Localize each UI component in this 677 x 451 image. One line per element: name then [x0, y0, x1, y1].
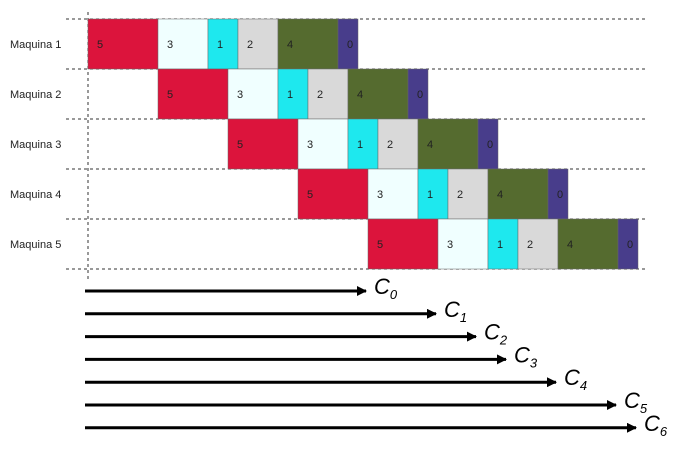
job-label: 3 [377, 189, 383, 201]
job-block [517, 218, 559, 270]
completion-index: 1 [460, 310, 467, 325]
completion-letter: C [564, 365, 580, 390]
job-label: 4 [427, 139, 433, 151]
job-label: 2 [387, 139, 393, 151]
job-block [297, 118, 349, 170]
completion-label: C3 [514, 342, 538, 371]
machine-label: Maquina 1 [10, 39, 61, 51]
job-label: 0 [627, 239, 633, 251]
completion-label: C2 [484, 319, 508, 348]
job-label: 0 [557, 189, 563, 201]
job-block [617, 218, 639, 270]
completion-index: 3 [530, 356, 538, 371]
job-block [417, 118, 479, 170]
completion-label: C4 [564, 365, 587, 394]
completion-index: 2 [499, 333, 508, 348]
job-label: 2 [317, 89, 323, 101]
job-label: 1 [357, 139, 363, 151]
job-label: 5 [167, 89, 173, 101]
job-label: 5 [307, 189, 313, 201]
job-label: 2 [457, 189, 463, 201]
machine-label: Maquina 2 [10, 89, 61, 101]
job-block [87, 18, 159, 70]
job-block [237, 18, 279, 70]
job-block [437, 218, 489, 270]
job-label: 3 [447, 239, 453, 251]
completion-index: 4 [580, 379, 587, 394]
job-block [367, 168, 419, 220]
job-block [367, 218, 439, 270]
completion-letter: C [374, 274, 390, 299]
completion-letter: C [484, 319, 500, 344]
job-label: 0 [417, 89, 423, 101]
job-label: 4 [567, 239, 573, 251]
job-label: 0 [487, 139, 493, 151]
completion-label: C1 [444, 297, 467, 326]
job-label: 1 [497, 239, 503, 251]
machine-label: Maquina 5 [10, 239, 61, 251]
job-label: 4 [357, 89, 363, 101]
job-label: 1 [217, 39, 223, 51]
job-block [447, 168, 489, 220]
job-block [347, 68, 409, 120]
job-block [557, 218, 619, 270]
job-block [377, 118, 419, 170]
completion-label: C0 [374, 274, 398, 303]
machine-label: Maquina 3 [10, 139, 61, 151]
job-block [227, 118, 299, 170]
job-label: 1 [427, 189, 433, 201]
job-label: 5 [237, 139, 243, 151]
completion-index: 6 [660, 424, 668, 439]
job-block [487, 168, 549, 220]
completion-letter: C [444, 297, 460, 322]
completion-letter: C [644, 411, 660, 436]
completion-index: 5 [640, 401, 648, 416]
job-block [157, 18, 209, 70]
completion-label: C5 [624, 388, 648, 417]
job-label: 4 [497, 189, 503, 201]
job-label: 5 [97, 39, 103, 51]
completion-letter: C [624, 388, 640, 413]
job-label: 0 [347, 39, 353, 51]
job-label: 2 [527, 239, 533, 251]
completion-letter: C [514, 342, 530, 367]
machine-label: Maquina 4 [10, 189, 61, 201]
job-block [227, 68, 279, 120]
job-block [297, 168, 369, 220]
job-label: 3 [237, 89, 243, 101]
job-block [277, 18, 339, 70]
job-block [307, 68, 349, 120]
job-label: 3 [307, 139, 313, 151]
job-block [417, 168, 449, 220]
job-label: 1 [287, 89, 293, 101]
completion-index: 0 [390, 287, 398, 302]
completion-label: C6 [644, 411, 668, 440]
job-label: 2 [247, 39, 253, 51]
job-label: 3 [167, 39, 173, 51]
job-label: 5 [377, 239, 383, 251]
job-label: 4 [287, 39, 293, 51]
